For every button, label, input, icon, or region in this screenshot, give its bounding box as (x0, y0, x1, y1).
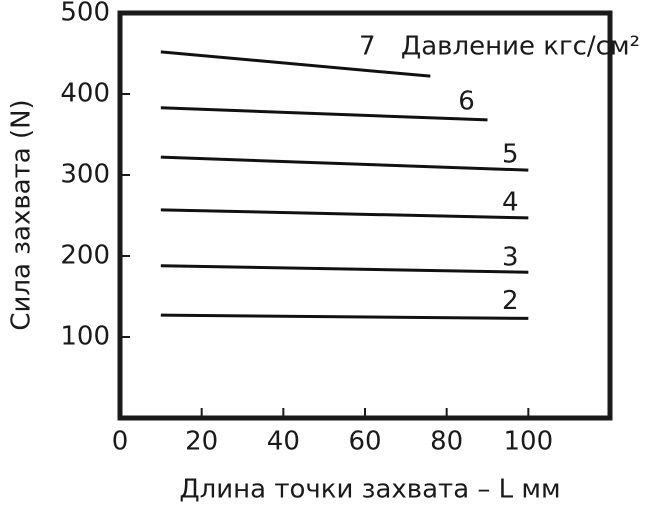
x-tick-label: 40 (267, 427, 300, 457)
series-label: 5 (502, 140, 519, 170)
y-tick-label: 100 (60, 322, 110, 352)
y-tick-label: 500 (60, 0, 110, 28)
series-line (160, 208, 529, 220)
series-label: 4 (502, 187, 519, 217)
series-line (160, 106, 488, 122)
series-label: 3 (502, 243, 519, 273)
x-tick-label: 60 (348, 427, 381, 457)
y-tick-label: 400 (60, 79, 110, 109)
y-tick-label: 200 (60, 241, 110, 271)
series-label: 2 (502, 286, 519, 316)
x-tick-label: 100 (504, 427, 554, 457)
x-tick-label: 0 (112, 427, 129, 457)
series-label: 6 (458, 86, 475, 116)
series-label: 7 (359, 32, 376, 62)
x-tick-label: 80 (430, 427, 463, 457)
y-axis-label: Сила захвата (N) (7, 99, 37, 330)
series-line (160, 155, 529, 172)
y-tick-label: 300 (60, 160, 110, 190)
series-line (160, 50, 431, 78)
series-line (160, 313, 529, 320)
legend-title: Давление кгс/см² (401, 32, 640, 62)
series-line (160, 264, 529, 274)
x-tick-label: 20 (185, 427, 218, 457)
x-axis-label: Длина точки захвата – L мм (179, 475, 560, 505)
